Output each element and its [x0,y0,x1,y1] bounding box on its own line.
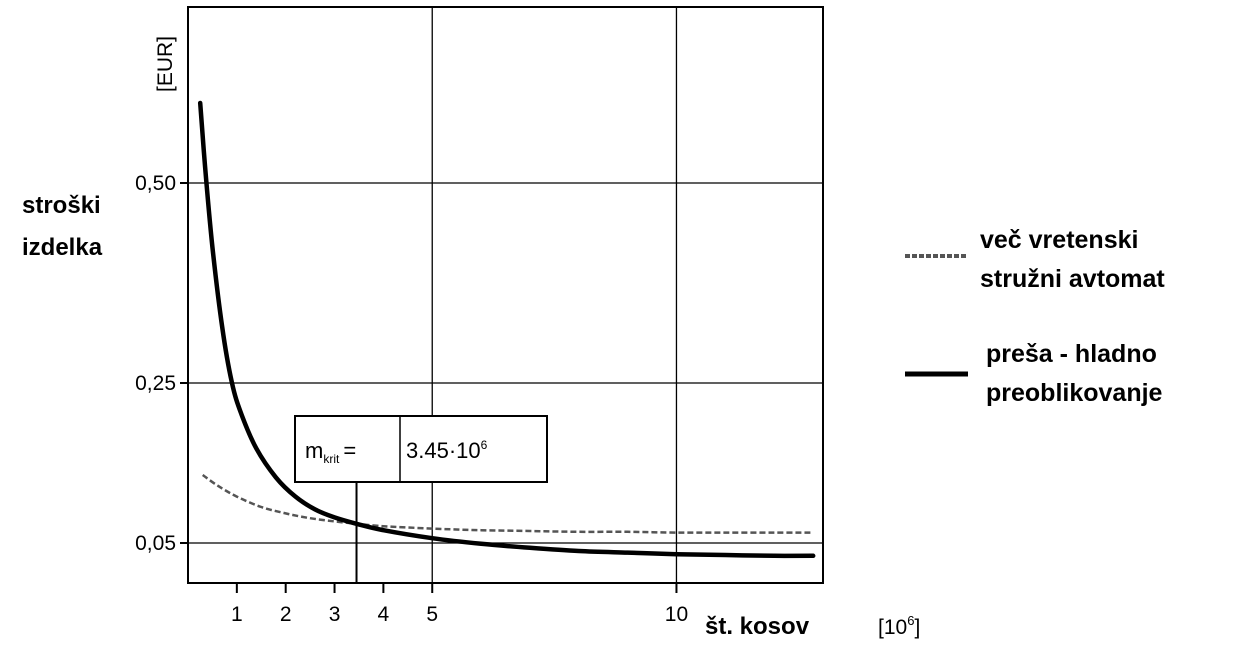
y-tick-label: 0,05 [135,532,176,555]
y-axis-label-line-2: izdelka [22,234,103,261]
critical-quantity-value-exponent: 6 [481,438,488,452]
critical-quantity-symbol: mkrit = [305,438,356,466]
series-line-preša [197,100,816,559]
y-axis-ticks: 0,05 0,25 0,50 [135,172,188,555]
critical-quantity-box [294,415,548,483]
x-axis-unit: [106] [878,613,920,639]
y-axis-unit: [EUR] [154,36,177,92]
x-tick-label: 10 [665,603,688,626]
legend: več vretenski stružni avtomat preša - hl… [905,226,1165,407]
x-axis-unit-close: ] [914,616,920,639]
x-tick-label: 1 [231,603,243,626]
x-tick-label: 5 [426,603,438,626]
critical-quantity-subscript: krit [323,452,340,466]
critical-quantity-symbol-m: m [305,438,323,463]
x-axis-unit-base: [10 [878,616,907,639]
y-axis-label-line-1: stroški [22,192,101,219]
y-tick-label: 0,50 [135,172,176,195]
x-tick-label: 4 [378,603,390,626]
legend-label-preša-line-1: preša - hladno [986,340,1157,368]
x-axis-label: št. kosov [705,613,810,640]
x-axis-ticks: 1 2 3 4 5 10 [231,583,688,626]
x-tick-label: 3 [329,603,341,626]
legend-label-stružni-avtomat-line-1: več vretenski [980,226,1138,254]
legend-label-preša-line-2: preoblikovanje [986,379,1163,407]
legend-label-stružni-avtomat-line-2: stružni avtomat [980,265,1165,293]
y-tick-label: 0,25 [135,372,176,395]
critical-quantity-value-base: 3.45·10 [406,438,481,463]
series-line-stružni-avtomat [201,473,814,534]
x-tick-label: 2 [280,603,292,626]
critical-quantity-value: 3.45·106 [406,438,488,463]
plot-frame [187,6,824,584]
x-axis-unit-exponent: 6 [907,613,914,628]
critical-quantity-equals: = [343,438,356,463]
grid-lines [188,7,823,583]
